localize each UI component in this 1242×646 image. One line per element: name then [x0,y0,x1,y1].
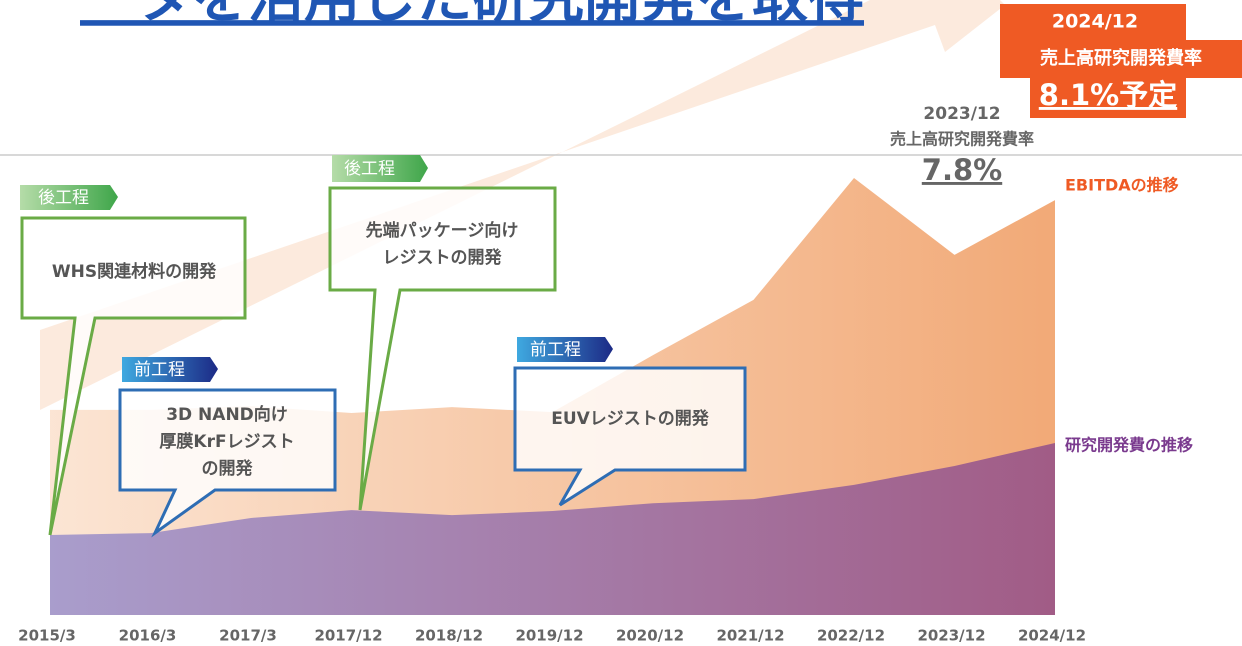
callout [328,186,557,511]
highlight-box [1030,78,1186,118]
tag [517,337,613,362]
title: ータを活用した研究開発を取得 [80,0,864,31]
x-tick-label: 2020/12 [616,627,684,645]
callout-text: EUVレジストの開発 [551,408,710,429]
tag-label: 前工程 [530,340,581,360]
callout-text: の開発 [202,458,254,479]
area [50,442,1055,615]
legend-label: 研究開発費の推移 [1065,436,1193,455]
annotation: 7.8% [922,153,1002,187]
tag [20,185,118,210]
tag [332,155,428,182]
legend-label: EBITDAの推移 [1065,176,1179,195]
x-tick-label: 2017/3 [219,627,277,645]
callout [20,216,247,536]
x-tick-label: 2024/12 [1018,627,1086,645]
x-tick-label: 2023/12 [917,627,985,645]
callout [513,366,747,507]
annotation: 売上高研究開発費率 [1040,47,1202,69]
plot [50,178,1055,615]
x-tick-label: 2018/12 [415,627,483,645]
tag-label: 後工程 [344,159,395,179]
tag-label: 後工程 [38,188,89,208]
callout-text: WHS関連材料の開発 [52,261,217,282]
annotation: 2024/12 [1052,11,1138,33]
callout-text: レジストの開発 [383,247,503,268]
x-tick-label: 2015/3 [18,627,76,645]
annotation: 2023/12 [923,104,1000,124]
annotation: 8.1%予定 [1039,78,1177,112]
x-tick-label: 2022/12 [817,627,885,645]
x-tick-label: 2021/12 [716,627,784,645]
callout [118,388,337,538]
tag-label: 前工程 [134,360,185,380]
tag [122,357,218,382]
x-tick-label: 2016/3 [119,627,177,645]
x-tick-label: 2017/12 [314,627,382,645]
callout-text: 3D NAND向け [166,404,288,425]
highlight-box [1000,40,1242,78]
annotation: 売上高研究開発費率 [890,130,1034,149]
x-tick-label: 2019/12 [515,627,583,645]
highlight-box [1000,4,1186,40]
callout-text: 厚膜KrFレジスト [159,431,294,452]
callout-text: 先端パッケージ向け [366,220,519,241]
